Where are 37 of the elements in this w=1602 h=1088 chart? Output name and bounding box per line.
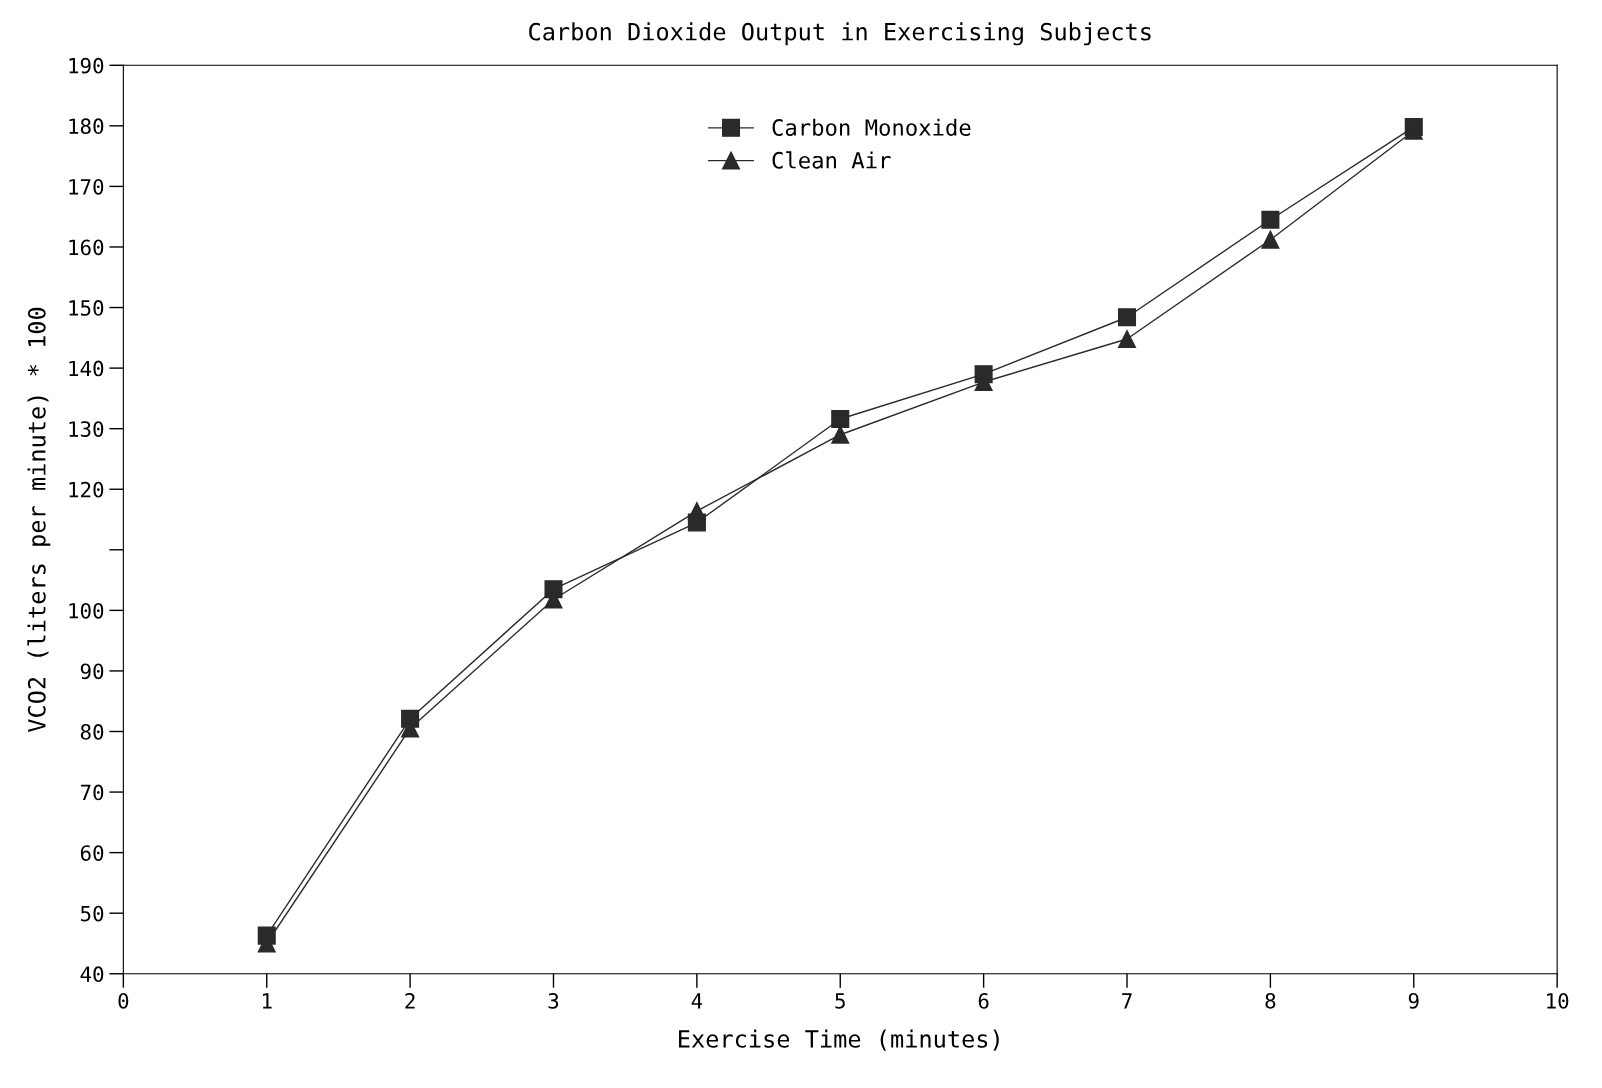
point bbox=[831, 409, 850, 429]
y-tick-label: 130 bbox=[69, 421, 104, 437]
y-tick-label: 140 bbox=[69, 360, 104, 377]
y-tick-label: 50 bbox=[80, 905, 104, 922]
x-tick-label: 8 bbox=[1265, 992, 1276, 1009]
x-tick-label: 3 bbox=[548, 992, 559, 1009]
legend-label: Carbon Monoxide bbox=[772, 118, 971, 136]
x-tick-label: 4 bbox=[691, 993, 703, 1009]
y-tick-label: 150 bbox=[69, 300, 104, 316]
legend-label: Clean Air bbox=[772, 151, 891, 169]
point bbox=[1261, 230, 1280, 249]
chart-title: Carbon Dioxide Output in Exercising Subjects bbox=[529, 22, 1151, 46]
point bbox=[1117, 330, 1137, 349]
point bbox=[1117, 308, 1137, 327]
x-tick-label: 6 bbox=[978, 992, 989, 1009]
x-tick-label: 2 bbox=[405, 992, 415, 1009]
x-tick-label: 9 bbox=[1408, 992, 1419, 1009]
x-tick-label: 0 bbox=[118, 992, 129, 1009]
y-tick-label: 70 bbox=[80, 784, 104, 801]
y-tick-label: 160 bbox=[69, 239, 104, 256]
x-tick-label: 10 bbox=[1547, 992, 1569, 1009]
point bbox=[1261, 210, 1280, 229]
x-axis-title: Exercise Time (minutes) bbox=[679, 1029, 999, 1051]
y-tick-label: 180 bbox=[69, 118, 104, 135]
y-tick-label: 100 bbox=[69, 602, 104, 619]
y-tick-label: 90 bbox=[80, 663, 104, 680]
point bbox=[687, 502, 706, 521]
x-tick-label: 5 bbox=[835, 993, 845, 1009]
y-tick-label: 80 bbox=[80, 724, 104, 740]
x-tick-label: 1 bbox=[262, 993, 272, 1009]
y-tick-label: 190 bbox=[69, 57, 104, 74]
y-axis-title: VCO2 (liters per minute) * 100 bbox=[27, 307, 51, 733]
y-tick-label: 40 bbox=[80, 966, 104, 983]
x-tick-label: 7 bbox=[1122, 993, 1132, 1009]
y-tick-label: 60 bbox=[80, 845, 104, 861]
y-tick-label: 120 bbox=[69, 481, 104, 498]
y-tick-label: 170 bbox=[69, 178, 104, 195]
